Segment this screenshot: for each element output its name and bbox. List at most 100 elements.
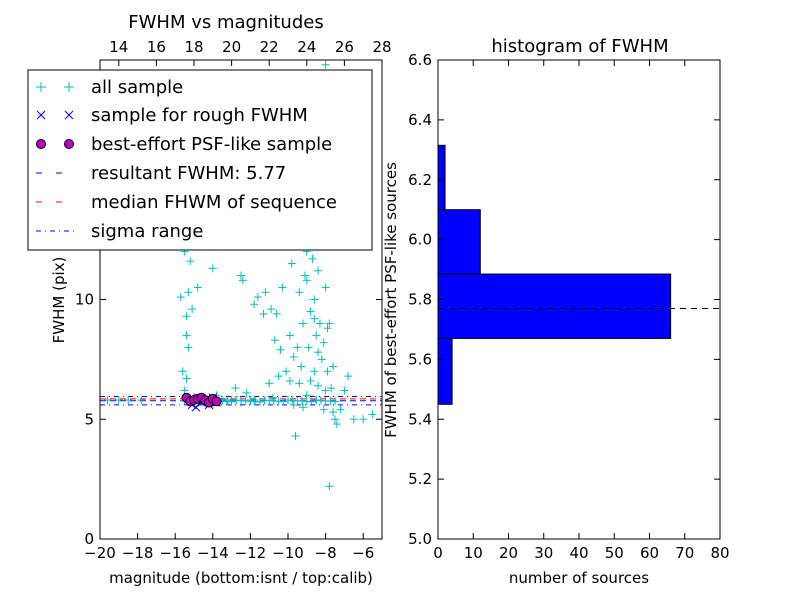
- legend-item-psf: best-effort PSF-like sample: [36, 134, 332, 155]
- all-sample-point: [325, 482, 334, 491]
- all-sample-point: [312, 331, 321, 340]
- all-sample-point: [193, 283, 202, 292]
- legend-label: best-effort PSF-like sample: [91, 134, 332, 155]
- all-sample-point: [331, 415, 339, 424]
- top-x-tick-label: 28: [372, 38, 391, 56]
- y-tick-label: 0: [84, 530, 94, 548]
- all-sample-point: [308, 254, 317, 263]
- all-sample-point: [237, 271, 245, 280]
- all-sample-point: [178, 367, 187, 376]
- top-x-tick-label: 24: [297, 38, 316, 56]
- legend-label: median FHWM of sequence: [91, 192, 337, 213]
- all-sample-point: [208, 264, 217, 273]
- x-tick-label: −6: [352, 544, 374, 562]
- all-sample-point: [176, 293, 185, 302]
- y-tick-label: 6.6: [408, 51, 432, 69]
- histogram-bar-0: [437, 337, 453, 405]
- all-sample-point: [274, 372, 283, 381]
- y-tick-label: 5.8: [408, 291, 432, 309]
- all-sample-point: [255, 397, 264, 406]
- y-tick-label: 5.0: [408, 530, 432, 548]
- all-sample-point: [319, 405, 328, 414]
- y-tick-label: 5.2: [408, 470, 432, 488]
- legend-item-median: median FHWM of sequence: [36, 192, 337, 213]
- all-sample-point: [267, 305, 276, 314]
- all-sample-point: [289, 400, 298, 409]
- all-sample-point: [227, 397, 236, 406]
- all-sample-point: [329, 408, 338, 417]
- all-sample-point: [299, 403, 308, 412]
- legend-label: sample for rough FWHM: [91, 105, 308, 126]
- all-sample-point: [295, 288, 304, 297]
- all-sample-point: [327, 384, 336, 393]
- all-sample-point: [182, 331, 191, 340]
- all-sample-point: [323, 324, 332, 333]
- all-sample-point: [299, 319, 308, 328]
- x-tick-label: −16: [159, 544, 191, 562]
- all-sample-point: [250, 396, 259, 405]
- all-sample-point: [238, 276, 247, 285]
- legend-label: resultant FWHM: 5.77: [91, 163, 286, 184]
- all-sample-point: [332, 420, 341, 429]
- all-sample-point: [306, 307, 315, 316]
- all-sample-point: [302, 276, 311, 285]
- all-sample-point: [307, 397, 316, 406]
- x-tick-label: −18: [122, 544, 154, 562]
- all-sample-point: [285, 376, 294, 385]
- all-sample-point: [314, 348, 323, 357]
- all-sample-point: [259, 309, 268, 318]
- all-sample-point: [295, 379, 304, 388]
- all-sample-point: [325, 319, 334, 328]
- all-sample-point: [329, 362, 338, 371]
- all-sample-point: [321, 386, 330, 395]
- scatter-title: FWHM vs magnitudes: [128, 12, 323, 33]
- all-sample-point: [349, 415, 358, 424]
- y-tick-label: 6.4: [408, 111, 432, 129]
- all-sample-point: [250, 300, 259, 309]
- all-sample-point: [124, 396, 133, 405]
- histogram-bar-2: [437, 209, 481, 275]
- all-sample-point: [310, 367, 319, 376]
- x-tick-label: 60: [640, 544, 659, 562]
- top-x-tick-label: 20: [222, 38, 241, 56]
- all-sample-point: [340, 386, 349, 395]
- histogram-axis-ticks: 0 10 20 30 40 50 60 70 80 5.0 5.2 5.4 5.6 5.8 6.0 6.2 6.…: [408, 51, 729, 562]
- all-sample-point: [304, 343, 313, 352]
- x-tick-label: 70: [675, 544, 694, 562]
- all-sample-point: [242, 388, 251, 397]
- all-sample-point: [285, 331, 294, 340]
- psf-sample-points: [181, 392, 222, 408]
- all-sample-point: [291, 432, 300, 441]
- all-sample-point: [182, 312, 191, 321]
- top-x-tick-label: 14: [109, 38, 128, 56]
- all-sample-point: [359, 415, 368, 424]
- histogram-ylabel: FWHM of best-effort PSF-like sources: [382, 162, 400, 438]
- all-sample-point: [287, 259, 296, 268]
- histogram-bar-3: [437, 144, 446, 211]
- x-tick-label: 30: [534, 544, 553, 562]
- all-sample-point: [323, 367, 332, 376]
- top-x-tick-label: 16: [147, 38, 166, 56]
- all-sample-point: [184, 288, 193, 297]
- all-sample-point: [368, 410, 377, 419]
- psf-sample-point: [211, 396, 222, 407]
- histogram-title: histogram of FWHM: [491, 36, 668, 57]
- all-sample-point: [261, 288, 270, 297]
- x-tick-label: −12: [235, 544, 267, 562]
- y-tick-label: 5: [84, 410, 94, 428]
- all-sample-point: [336, 405, 345, 414]
- all-sample-point: [319, 338, 328, 347]
- x-tick-label: −8: [315, 544, 337, 562]
- legend-label: sigma range: [91, 221, 203, 242]
- top-x-tick-label: 22: [260, 38, 279, 56]
- histogram-bars: [437, 144, 672, 405]
- all-sample-point: [188, 305, 197, 314]
- top-axis-ticks: 14 16 18 20 22 24 26 28: [109, 38, 392, 66]
- all-sample-point: [270, 336, 279, 345]
- x-tick-label: 10: [464, 544, 483, 562]
- legend-box: [27, 69, 373, 251]
- legend-item-resultant: resultant FWHM: 5.77: [36, 163, 286, 184]
- all-sample-point: [282, 367, 291, 376]
- histogram-xlabel: number of sources: [509, 569, 649, 587]
